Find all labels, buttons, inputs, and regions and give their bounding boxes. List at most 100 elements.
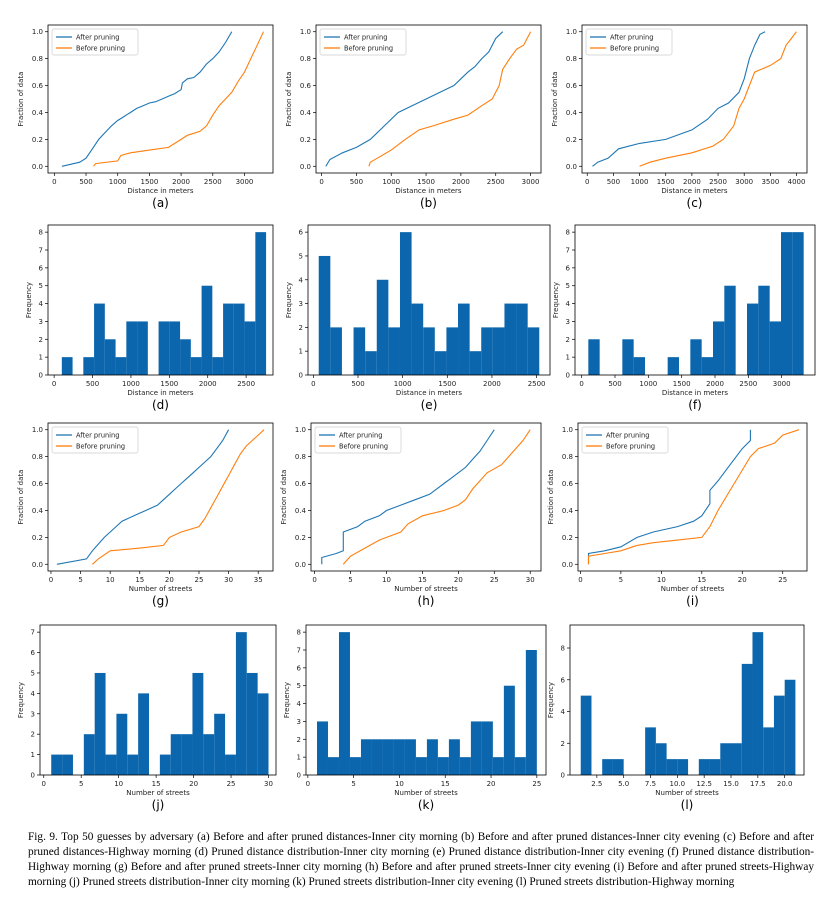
y-axis-label: Fraction of data — [285, 72, 293, 127]
y-tick-label: 7 — [39, 247, 43, 255]
histogram-bar — [713, 321, 725, 375]
histogram-bar — [201, 285, 213, 375]
histogram-bar — [233, 303, 245, 375]
x-tick-label: 1000 — [394, 380, 412, 388]
histogram-bar — [61, 357, 73, 375]
chart-panel-e: 0 500 1000 1500 2000 2500 0 1 2 3 4 5 6 Distance in m… — [285, 224, 551, 412]
histogram-bar — [470, 721, 482, 775]
x-tick-label: 2000 — [452, 178, 470, 186]
histogram-bar — [94, 672, 106, 775]
legend: After pruning Before pruning — [581, 426, 669, 454]
x-tick-label: 15 — [697, 576, 706, 584]
histogram-bar — [516, 303, 528, 375]
histogram-bar — [469, 351, 482, 375]
histogram-bar — [360, 739, 372, 775]
x-tick-label: 17.5 — [750, 780, 766, 788]
histogram-bar — [318, 255, 331, 375]
y-tick-label: 0.4 — [300, 109, 312, 117]
y-tick-label: 0.2 — [300, 136, 311, 144]
y-tick-label: 0 — [299, 372, 303, 380]
y-tick-label: 1.0 — [32, 426, 43, 434]
histogram-bar — [434, 351, 447, 375]
x-tick-label: 20 — [454, 576, 463, 584]
x-tick-label: 2500 — [528, 380, 546, 388]
y-tick-label: 0.6 — [32, 82, 44, 90]
histogram-bar — [404, 739, 416, 775]
histogram-bar — [612, 759, 624, 775]
y-tick-label: 0.4 — [295, 507, 307, 515]
series-line-before — [639, 31, 797, 167]
x-tick-label: 2500 — [709, 178, 727, 186]
chart-panel-c: 0 500 1000 1500 2000 2500 3000 3500 4000 0.0 0.2 0.… — [551, 24, 808, 210]
bars — [61, 232, 267, 375]
x-tick-label: 30 — [526, 576, 535, 584]
histogram-bar — [666, 759, 678, 775]
y-tick-label: 5 — [297, 682, 301, 690]
histogram-bar — [127, 754, 139, 775]
x-tick-label: 0 — [585, 178, 589, 186]
y-tick-label: 0 — [566, 372, 570, 380]
series-line-after — [592, 31, 766, 167]
bars — [588, 232, 804, 375]
histogram-bar — [170, 734, 182, 775]
legend-box — [585, 28, 673, 56]
series-line-before — [92, 429, 265, 565]
x-tick-label: 3000 — [236, 178, 254, 186]
axes-frame — [307, 224, 551, 376]
histogram-bar — [214, 713, 226, 775]
legend-entry: Before pruning — [606, 442, 655, 450]
axes-frame — [315, 24, 542, 174]
y-tick-label: 0.8 — [32, 453, 43, 461]
histogram-bar — [459, 757, 471, 775]
histogram-bar — [51, 754, 63, 775]
x-tick-label: 0 — [578, 576, 582, 584]
axes-frame — [569, 624, 805, 776]
y-tick-label: 7 — [297, 647, 301, 655]
histogram-bar — [415, 757, 427, 775]
histogram-bar — [709, 759, 721, 775]
x-tick-label: 5 — [78, 576, 82, 584]
x-tick-label: 2000 — [706, 380, 724, 388]
histogram-bar — [481, 721, 493, 775]
y-axis-label: Fraction of data — [17, 72, 25, 127]
x-axis-label: Number of streets — [126, 789, 190, 797]
y-tick-label: 0.6 — [562, 480, 574, 488]
y-tick-label: 8 — [561, 645, 565, 653]
legend-entry: After pruning — [76, 33, 119, 41]
histogram-bar — [773, 695, 785, 775]
series-line-after — [56, 429, 230, 565]
bars — [51, 632, 269, 775]
histogram-bar — [399, 232, 412, 375]
histogram-bar — [792, 232, 804, 375]
y-tick-label: 0.6 — [566, 82, 578, 90]
x-tick-label: 1500 — [673, 380, 691, 388]
histogram-bar — [190, 357, 202, 375]
histogram-bar — [235, 632, 247, 775]
x-tick-label: 15 — [441, 780, 450, 788]
x-tick-label: 2500 — [237, 380, 255, 388]
chart-panel-a: 0 500 1000 1500 2000 2500 3000 0.0 0.2 0.4 0.6 0.8 1… — [17, 24, 274, 210]
x-tick-label: 10 — [382, 576, 391, 584]
y-tick-label: 0.2 — [32, 534, 43, 542]
x-tick-label: 1500 — [140, 178, 158, 186]
x-tick-label: 10 — [106, 576, 115, 584]
y-tick-label: 0.8 — [32, 55, 43, 63]
x-tick-label: 15 — [418, 576, 427, 584]
histogram-bar — [244, 321, 256, 375]
x-tick-label: 20 — [189, 780, 198, 788]
y-tick-label: 0.8 — [295, 453, 306, 461]
legend-entry: After pruning — [339, 431, 382, 439]
x-axis-label: Distance in meters — [396, 389, 462, 397]
y-tick-label: 5 — [299, 252, 303, 260]
x-tick-label: 2000 — [483, 380, 501, 388]
y-tick-label: 5 — [31, 669, 35, 677]
x-tick-label: 500 — [351, 380, 364, 388]
histogram-bar — [446, 327, 459, 375]
x-tick-label: 20 — [165, 576, 174, 584]
histogram-bar — [724, 285, 736, 375]
histogram-bar — [481, 327, 493, 375]
y-tick-label: 6 — [31, 649, 36, 657]
x-tick-label: 5 — [619, 576, 623, 584]
histogram-bar — [246, 672, 258, 775]
legend: After pruning Before pruning — [51, 426, 139, 454]
